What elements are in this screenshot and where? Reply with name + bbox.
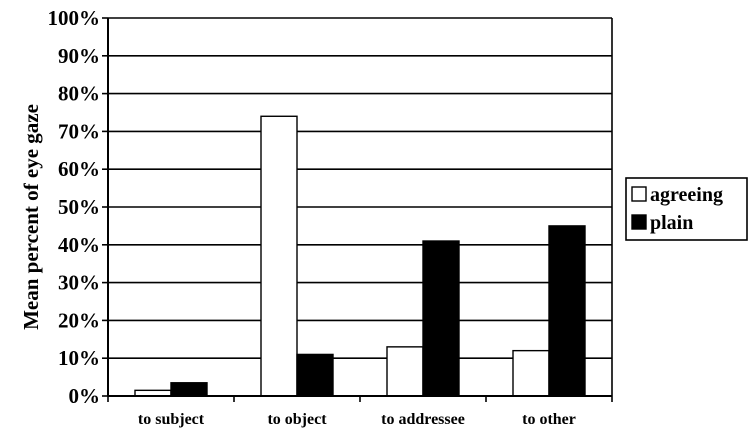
legend-label-agreeing: agreeing bbox=[650, 184, 723, 206]
y-tick-label: 60% bbox=[58, 157, 100, 181]
axes bbox=[107, 18, 613, 402]
category-label: to object bbox=[267, 411, 327, 428]
legend-swatch-plain bbox=[631, 214, 647, 230]
bar-agreeing bbox=[386, 346, 424, 397]
y-tick-label: 90% bbox=[58, 44, 100, 68]
y-tick-label: 20% bbox=[58, 308, 100, 332]
y-tick-labels: 0% 10% 20% 30% 40% 50% 60% 70% 80% 90% 100% bbox=[48, 6, 101, 408]
y-tick-label: 70% bbox=[58, 119, 100, 143]
bars bbox=[134, 115, 586, 397]
y-tick-label: 50% bbox=[58, 195, 100, 219]
legend-swatch-agreeing bbox=[631, 186, 647, 202]
bar-plain bbox=[170, 382, 208, 397]
y-tick-label: 100% bbox=[48, 6, 101, 30]
legend: agreeing plain bbox=[625, 177, 748, 241]
category-labels: to subject to object to addressee to other bbox=[138, 411, 576, 428]
gridlines bbox=[102, 17, 612, 397]
category-label: to subject bbox=[138, 411, 205, 428]
y-tick-label: 10% bbox=[58, 346, 100, 370]
bar-plain bbox=[548, 225, 586, 397]
category-label: to other bbox=[522, 411, 576, 428]
y-tick-label: 80% bbox=[58, 82, 100, 106]
legend-label-plain: plain bbox=[650, 212, 693, 234]
y-tick-label: 30% bbox=[58, 271, 100, 295]
bar-agreeing bbox=[260, 115, 298, 397]
bar-plain bbox=[422, 240, 460, 397]
y-tick-label: 0% bbox=[69, 384, 101, 408]
category-label: to addressee bbox=[381, 411, 465, 428]
bar-plain bbox=[296, 353, 334, 397]
y-axis-title: Mean percent of eye gaze bbox=[19, 104, 43, 330]
bar-agreeing bbox=[512, 349, 550, 397]
y-tick-label: 40% bbox=[58, 233, 100, 257]
